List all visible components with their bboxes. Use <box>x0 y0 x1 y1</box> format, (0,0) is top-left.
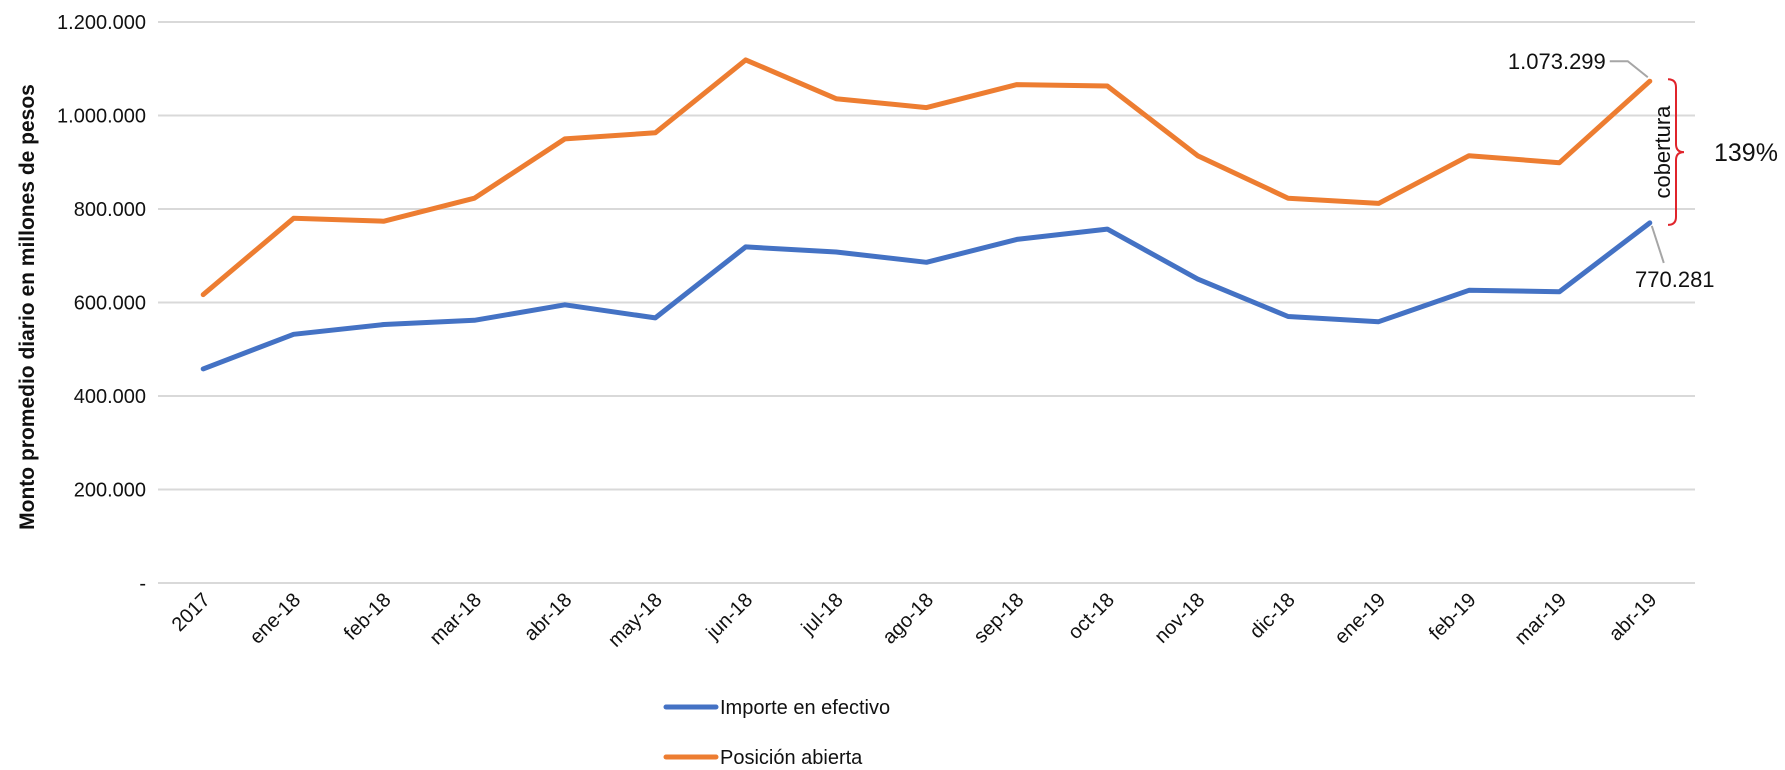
leader-line-bottom <box>1650 225 1665 264</box>
x-tick-label: sep-18 <box>970 589 1029 648</box>
x-axis-ticks: 2017 ene-18 feb-18 mar-18 abr-18 may-18 jun-18… <box>168 589 1662 652</box>
annotation-bottom-value: 770.281 <box>1635 267 1715 292</box>
x-tick-label: mar-18 <box>426 589 486 649</box>
y-tick-label: 1.000.000 <box>57 106 146 128</box>
x-tick-label: abr-18 <box>520 589 576 645</box>
y-axis-label: Monto promedio diario en millones de pes… <box>16 84 39 530</box>
gridlines <box>158 21 1695 584</box>
y-tick-label: 600.000 <box>74 293 146 315</box>
coverage-bracket <box>1667 78 1685 226</box>
x-tick-label: feb-19 <box>1425 589 1481 645</box>
legend: Importe en efectivo Posición abierta <box>663 697 890 769</box>
coverage-percentage: 139% <box>1714 139 1778 167</box>
x-tick-label: may-18 <box>604 589 667 652</box>
annotations: 1.073.299 770.281 cobertura 139% <box>1508 49 1778 292</box>
y-axis-ticks: - 200.000 400.000 600.000 800.000 1.000.000 1.… <box>57 12 146 595</box>
leader-line-top <box>1609 60 1649 79</box>
y-tick-label: 400.000 <box>74 386 146 408</box>
legend-label-2: Posición abierta <box>720 747 863 769</box>
x-tick-label: jun-18 <box>702 589 758 645</box>
x-tick-label: jul-18 <box>797 589 848 640</box>
y-tick-label: 200.000 <box>74 480 146 502</box>
series-lines <box>200 57 1653 372</box>
x-tick-label: feb-18 <box>340 589 396 645</box>
legend-label-1: Importe en efectivo <box>720 697 890 719</box>
x-tick-label: dic-18 <box>1246 589 1300 643</box>
y-tick-label: 800.000 <box>74 199 146 221</box>
annotation-top-value: 1.073.299 <box>1508 49 1606 74</box>
y-tick-label: - <box>139 573 146 595</box>
x-tick-label: 2017 <box>168 589 215 636</box>
y-tick-label: 1.200.000 <box>57 12 146 34</box>
x-tick-label: ene-19 <box>1330 589 1390 649</box>
x-tick-label: oct-18 <box>1064 589 1119 644</box>
x-tick-label: ene-18 <box>246 589 306 649</box>
x-tick-label: mar-19 <box>1511 589 1571 649</box>
x-tick-label: nov-18 <box>1150 589 1209 648</box>
x-tick-label: ago-18 <box>878 589 938 649</box>
x-tick-label: abr-19 <box>1605 589 1661 645</box>
series-line-1 <box>200 220 1653 372</box>
series-line-2 <box>200 57 1653 298</box>
bracket-label: cobertura <box>1650 105 1675 199</box>
